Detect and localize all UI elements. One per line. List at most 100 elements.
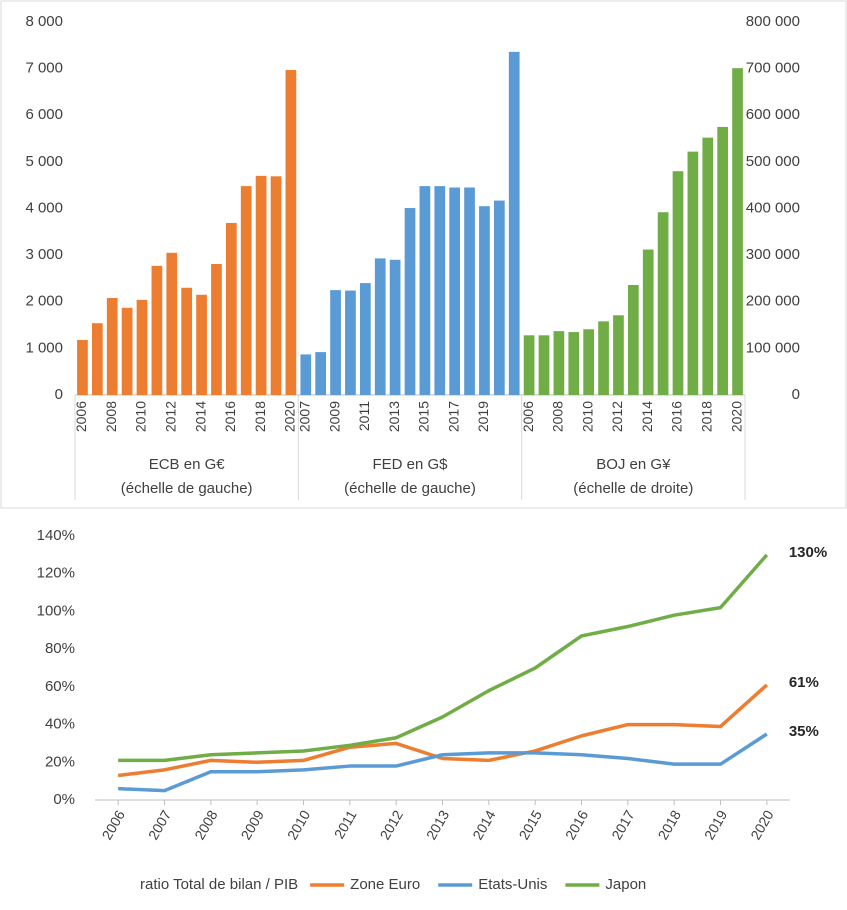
bar	[642, 249, 654, 395]
y-tick-label: 5 000	[25, 153, 63, 170]
y2-tick-label: 100 000	[746, 339, 800, 356]
x-tick-label: 2018	[655, 807, 685, 842]
x-tick-label: 2020	[747, 807, 777, 842]
x-tick-label: 2007	[296, 401, 312, 432]
x-tick-label: 2010	[133, 401, 149, 432]
bar	[389, 259, 401, 395]
group-label: ECB en G€	[149, 456, 226, 473]
bar	[419, 186, 431, 395]
x-tick-label: 2015	[516, 807, 546, 842]
bar	[285, 70, 297, 396]
group-label: BOJ en G¥	[596, 456, 671, 473]
bar	[136, 299, 148, 395]
bar	[181, 287, 193, 395]
x-tick-label: 2017	[608, 807, 638, 842]
bar	[166, 252, 178, 395]
y-tick-label: 40%	[45, 716, 75, 733]
x-tick-label: 2008	[550, 401, 566, 432]
bar	[702, 137, 714, 395]
legend-title: ratio Total de bilan / PIB	[140, 876, 298, 893]
y-tick-label: 2 000	[25, 293, 63, 310]
bar	[672, 171, 684, 395]
bar	[538, 335, 550, 395]
x-tick-label: 2008	[103, 401, 119, 432]
bar	[598, 321, 609, 395]
x-tick-label: 2014	[639, 401, 655, 432]
legend-label: Etats-Unis	[478, 876, 547, 893]
x-tick-label: 2013	[386, 401, 402, 432]
bar	[687, 151, 699, 395]
x-tick-label: 2012	[162, 401, 178, 432]
bar	[345, 290, 356, 395]
bar	[568, 332, 580, 395]
x-tick-label: 2020	[728, 401, 744, 432]
bar	[300, 354, 312, 395]
y2-tick-label: 500 000	[746, 153, 800, 170]
bar	[196, 294, 207, 395]
y-tick-label: 1 000	[25, 339, 63, 356]
y2-tick-label: 800 000	[746, 13, 800, 30]
line	[118, 553, 769, 763]
y2-tick-label: 400 000	[746, 199, 800, 216]
x-tick-label: 2009	[238, 807, 268, 842]
bar	[523, 335, 535, 395]
bar	[508, 51, 520, 396]
bar	[330, 290, 341, 395]
line	[117, 683, 769, 778]
y-tick-label: 100%	[37, 602, 75, 619]
y2-tick-label: 600 000	[746, 106, 800, 123]
y-tick-label: 7 000	[25, 60, 63, 77]
y-tick-label: 140%	[37, 527, 75, 544]
x-tick-label: 2020	[282, 401, 298, 432]
x-tick-label: 2012	[609, 401, 625, 432]
legend-label: Zone Euro	[350, 876, 420, 893]
y-tick-label: 60%	[45, 678, 75, 695]
x-tick-label: 2006	[73, 401, 89, 432]
bar	[493, 200, 505, 395]
x-tick-label: 2007	[145, 807, 175, 842]
top-frame	[0, 0, 847, 509]
x-tick-label: 2012	[377, 807, 407, 842]
bar	[583, 329, 595, 395]
bar	[553, 331, 565, 395]
bar	[449, 187, 461, 395]
legend-label: Japon	[605, 876, 646, 893]
y-tick-label: 4 000	[25, 199, 63, 216]
bar	[374, 258, 386, 395]
bar	[464, 187, 475, 395]
y-tick-label: 6 000	[25, 106, 63, 123]
y-tick-label: 20%	[45, 753, 75, 770]
y2-tick-label: 200 000	[746, 293, 800, 310]
x-tick-label: 2006	[99, 807, 129, 842]
group-label: FED en G$	[372, 456, 448, 473]
x-tick-label: 2019	[475, 401, 491, 432]
line	[118, 732, 768, 793]
bar	[106, 298, 118, 395]
bar	[255, 175, 267, 395]
x-tick-label: 2013	[423, 807, 453, 842]
bar	[240, 186, 252, 395]
bar	[270, 176, 282, 395]
x-tick-label: 2015	[416, 401, 432, 432]
group-note: (échelle de gauche)	[344, 480, 476, 497]
x-tick-label: 2016	[222, 401, 238, 432]
bar	[434, 186, 446, 395]
x-tick-label: 2010	[579, 401, 595, 432]
y-tick-label: 0	[55, 386, 63, 403]
bar	[479, 206, 490, 395]
data-label: 61%	[789, 674, 819, 691]
bar	[717, 126, 729, 395]
data-label: 130%	[789, 544, 827, 561]
y-tick-label: 3 000	[25, 246, 63, 263]
bar	[91, 323, 103, 395]
bar	[613, 315, 624, 395]
bar	[121, 307, 133, 395]
bar	[77, 339, 88, 395]
x-tick-label: 2006	[520, 401, 536, 432]
y2-tick-label: 700 000	[746, 60, 800, 77]
x-tick-label: 2008	[191, 807, 221, 842]
x-tick-label: 2010	[284, 807, 314, 842]
x-tick-label: 2011	[356, 401, 372, 431]
bar	[211, 263, 222, 395]
